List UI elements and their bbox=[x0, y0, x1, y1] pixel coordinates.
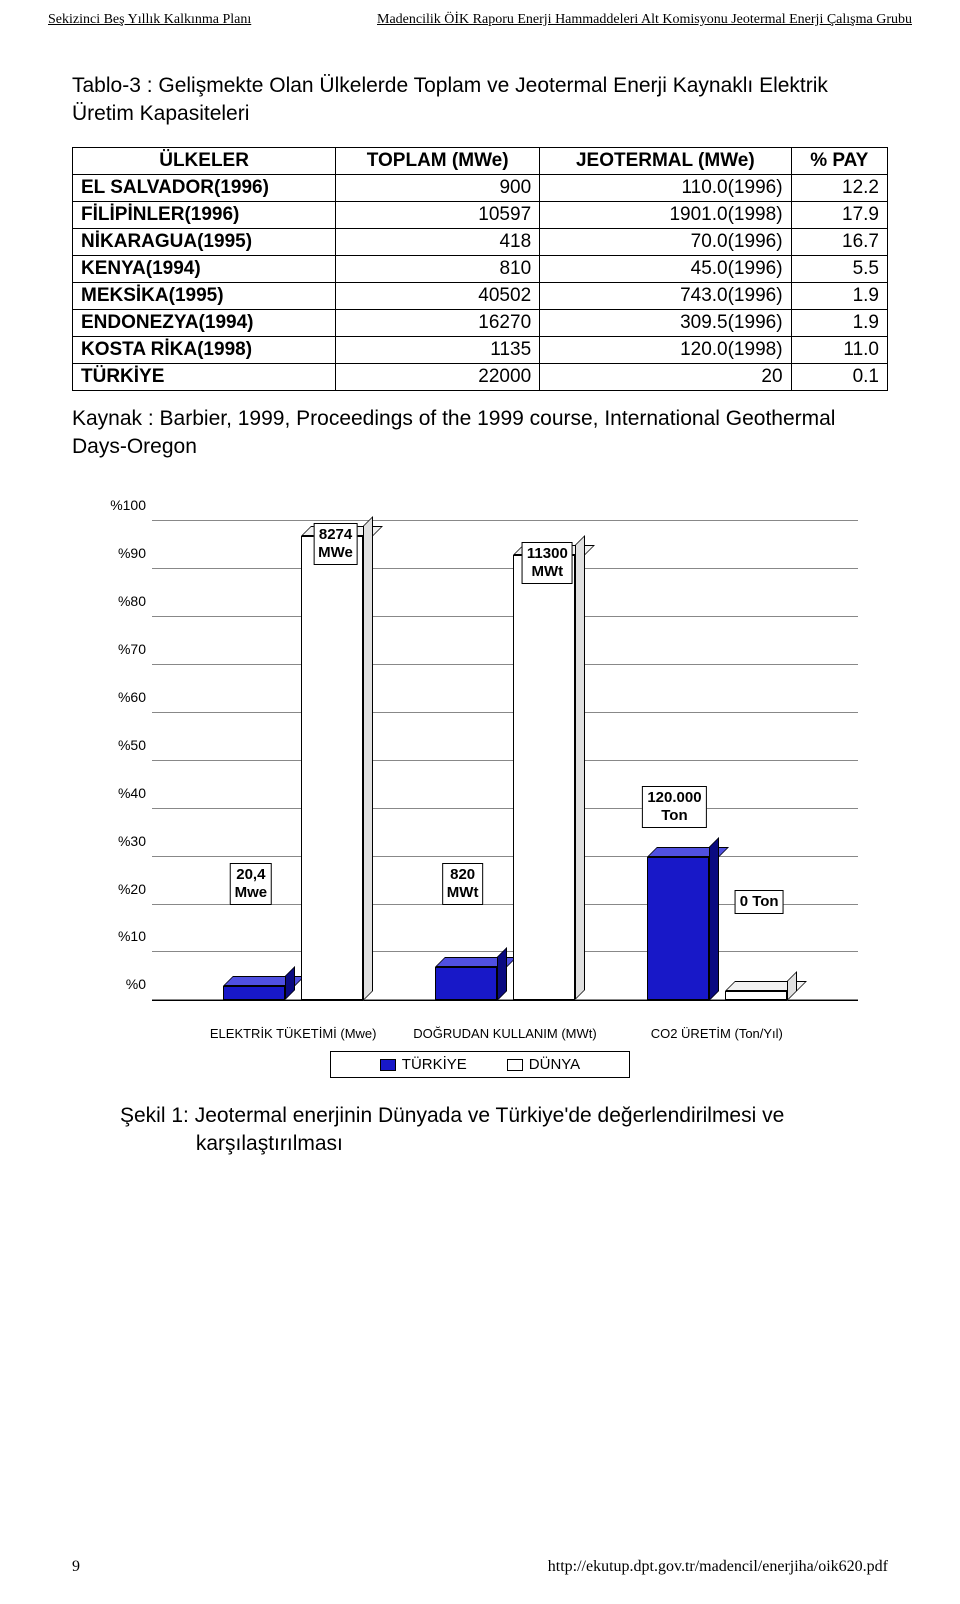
col-toplam: TOPLAM (MWe) bbox=[336, 147, 540, 174]
legend-dunya: DÜNYA bbox=[507, 1056, 580, 1073]
table-row: TÜRKİYE22000200.1 bbox=[73, 363, 888, 390]
footer-url: http://ekutup.dpt.gov.tr/madencil/enerji… bbox=[548, 1558, 888, 1576]
legend-swatch-turkiye bbox=[380, 1059, 396, 1071]
x-axis-labels: ELEKTRİK TÜKETİMİ (Mwe)DOĞRUDAN KULLANIM… bbox=[152, 1005, 858, 1041]
page-header: Sekizinci Beş Yıllık Kalkınma Planı Made… bbox=[0, 0, 960, 32]
legend-turkiye: TÜRKİYE bbox=[380, 1056, 467, 1073]
table-row: KOSTA RİKA(1998)1135120.0(1998)11.0 bbox=[73, 336, 888, 363]
table-title: Tablo-3 : Gelişmekte Olan Ülkelerde Topl… bbox=[72, 72, 888, 129]
table-row: MEKSİKA(1995)40502743.0(1996)1.9 bbox=[73, 282, 888, 309]
col-jeotermal: JEOTERMAL (MWe) bbox=[540, 147, 791, 174]
legend-swatch-dunya bbox=[507, 1059, 523, 1071]
footer-page: 9 bbox=[72, 1558, 80, 1576]
chart-legend: TÜRKİYE DÜNYA bbox=[330, 1051, 630, 1078]
col-ulkeler: ÜLKELER bbox=[73, 147, 336, 174]
table-row: KENYA(1994)81045.0(1996)5.5 bbox=[73, 255, 888, 282]
table-row: NİKARAGUA(1995)41870.0(1996)16.7 bbox=[73, 228, 888, 255]
data-table: ÜLKELER TOPLAM (MWe) JEOTERMAL (MWe) % P… bbox=[72, 147, 888, 391]
content-area: Tablo-3 : Gelişmekte Olan Ülkelerde Topl… bbox=[0, 32, 960, 1157]
header-left: Sekizinci Beş Yıllık Kalkınma Planı bbox=[48, 12, 251, 28]
page-footer: 9 http://ekutup.dpt.gov.tr/madencil/ener… bbox=[0, 1558, 960, 1576]
legend-label-turkiye: TÜRKİYE bbox=[402, 1056, 467, 1073]
table-row: FİLİPİNLER(1996)105971901.0(1998)17.9 bbox=[73, 201, 888, 228]
table-header-row: ÜLKELER TOPLAM (MWe) JEOTERMAL (MWe) % P… bbox=[73, 147, 888, 174]
figure-caption: Şekil 1: Jeotermal enerjinin Dünyada ve … bbox=[120, 1102, 888, 1157]
table-source: Kaynak : Barbier, 1999, Proceedings of t… bbox=[72, 405, 888, 462]
table-row: ENDONEZYA(1994)16270309.5(1996)1.9 bbox=[73, 309, 888, 336]
chart-plot: %0%10%20%30%40%50%60%70%80%90%10020,4Mwe… bbox=[152, 521, 858, 1001]
chart: %0%10%20%30%40%50%60%70%80%90%10020,4Mwe… bbox=[92, 521, 868, 1041]
legend-label-dunya: DÜNYA bbox=[529, 1056, 580, 1073]
col-pay: % PAY bbox=[791, 147, 887, 174]
header-right: Madencilik ÖİK Raporu Enerji Hammaddeler… bbox=[377, 12, 912, 28]
table-row: EL SALVADOR(1996)900110.0(1996)12.2 bbox=[73, 174, 888, 201]
